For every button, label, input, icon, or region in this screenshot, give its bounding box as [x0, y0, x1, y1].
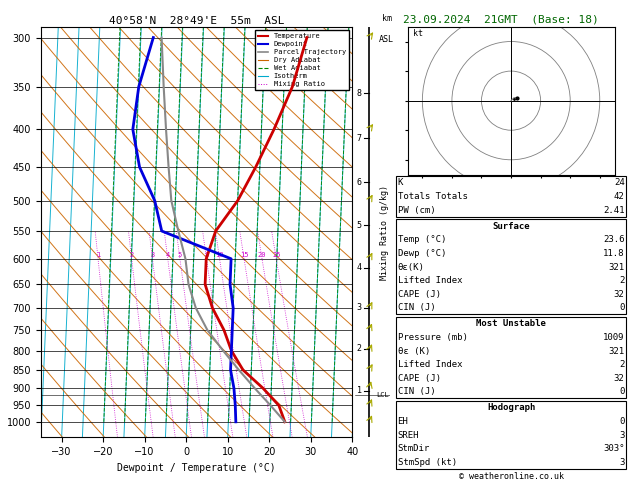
Text: 6: 6 [357, 178, 362, 187]
Text: LCL: LCL [376, 392, 389, 398]
Text: 2: 2 [130, 252, 134, 258]
Text: 321: 321 [608, 347, 625, 356]
Text: θε(K): θε(K) [398, 262, 425, 272]
Text: 303°: 303° [603, 444, 625, 453]
Text: 42: 42 [614, 192, 625, 201]
Text: 7: 7 [357, 134, 362, 142]
Text: 11.8: 11.8 [603, 249, 625, 258]
Text: 4: 4 [165, 252, 170, 258]
Text: Temp (°C): Temp (°C) [398, 235, 446, 244]
Text: 10: 10 [215, 252, 224, 258]
Text: 8: 8 [204, 252, 209, 258]
Text: Lifted Index: Lifted Index [398, 276, 462, 285]
Text: 8: 8 [357, 88, 362, 98]
Text: StmDir: StmDir [398, 444, 430, 453]
Text: 1009: 1009 [603, 333, 625, 342]
Text: 2: 2 [357, 344, 362, 353]
Text: K: K [398, 178, 403, 188]
Text: 0: 0 [619, 303, 625, 312]
Text: 32: 32 [614, 290, 625, 299]
Text: 15: 15 [240, 252, 248, 258]
Y-axis label: hPa: hPa [0, 223, 1, 241]
Text: 5: 5 [178, 252, 182, 258]
Text: 0: 0 [619, 387, 625, 397]
Text: 2: 2 [619, 276, 625, 285]
Text: kt: kt [413, 29, 423, 37]
Text: 23.6: 23.6 [603, 235, 625, 244]
Text: CIN (J): CIN (J) [398, 303, 435, 312]
Text: StmSpd (kt): StmSpd (kt) [398, 458, 457, 467]
Text: Most Unstable: Most Unstable [476, 319, 546, 329]
Text: θε (K): θε (K) [398, 347, 430, 356]
Text: PW (cm): PW (cm) [398, 206, 435, 215]
Text: Pressure (mb): Pressure (mb) [398, 333, 467, 342]
Legend: Temperature, Dewpoint, Parcel Trajectory, Dry Adiabat, Wet Adiabat, Isotherm, Mi: Temperature, Dewpoint, Parcel Trajectory… [255, 30, 348, 90]
Text: km: km [382, 14, 391, 23]
Text: 25: 25 [272, 252, 281, 258]
Text: 3: 3 [619, 431, 625, 440]
Text: Surface: Surface [493, 222, 530, 231]
Text: CAPE (J): CAPE (J) [398, 374, 440, 383]
Text: Dewp (°C): Dewp (°C) [398, 249, 446, 258]
Text: © weatheronline.co.uk: © weatheronline.co.uk [459, 472, 564, 481]
Text: CAPE (J): CAPE (J) [398, 290, 440, 299]
Text: 0: 0 [619, 417, 625, 426]
Text: 23.09.2024  21GMT  (Base: 18): 23.09.2024 21GMT (Base: 18) [403, 14, 598, 24]
Text: Mixing Ratio (g/kg): Mixing Ratio (g/kg) [381, 185, 389, 279]
Text: 3: 3 [619, 458, 625, 467]
Text: 5: 5 [357, 221, 362, 230]
Text: 321: 321 [608, 262, 625, 272]
Text: 2.41: 2.41 [603, 206, 625, 215]
Text: 4: 4 [357, 263, 362, 272]
Text: 2: 2 [619, 360, 625, 369]
Text: 1: 1 [96, 252, 100, 258]
Text: CIN (J): CIN (J) [398, 387, 435, 397]
Text: EH: EH [398, 417, 408, 426]
Text: 24: 24 [614, 178, 625, 188]
Text: 20: 20 [258, 252, 266, 258]
Text: 3: 3 [150, 252, 155, 258]
Text: 3: 3 [357, 303, 362, 312]
Text: Totals Totals: Totals Totals [398, 192, 467, 201]
Text: 1: 1 [357, 386, 362, 395]
Text: Lifted Index: Lifted Index [398, 360, 462, 369]
Text: 32: 32 [614, 374, 625, 383]
Text: SREH: SREH [398, 431, 419, 440]
Text: Hodograph: Hodograph [487, 403, 535, 413]
X-axis label: Dewpoint / Temperature (°C): Dewpoint / Temperature (°C) [117, 463, 276, 473]
Title: 40°58'N  28°49'E  55m  ASL: 40°58'N 28°49'E 55m ASL [109, 16, 284, 26]
Text: ASL: ASL [379, 35, 394, 44]
